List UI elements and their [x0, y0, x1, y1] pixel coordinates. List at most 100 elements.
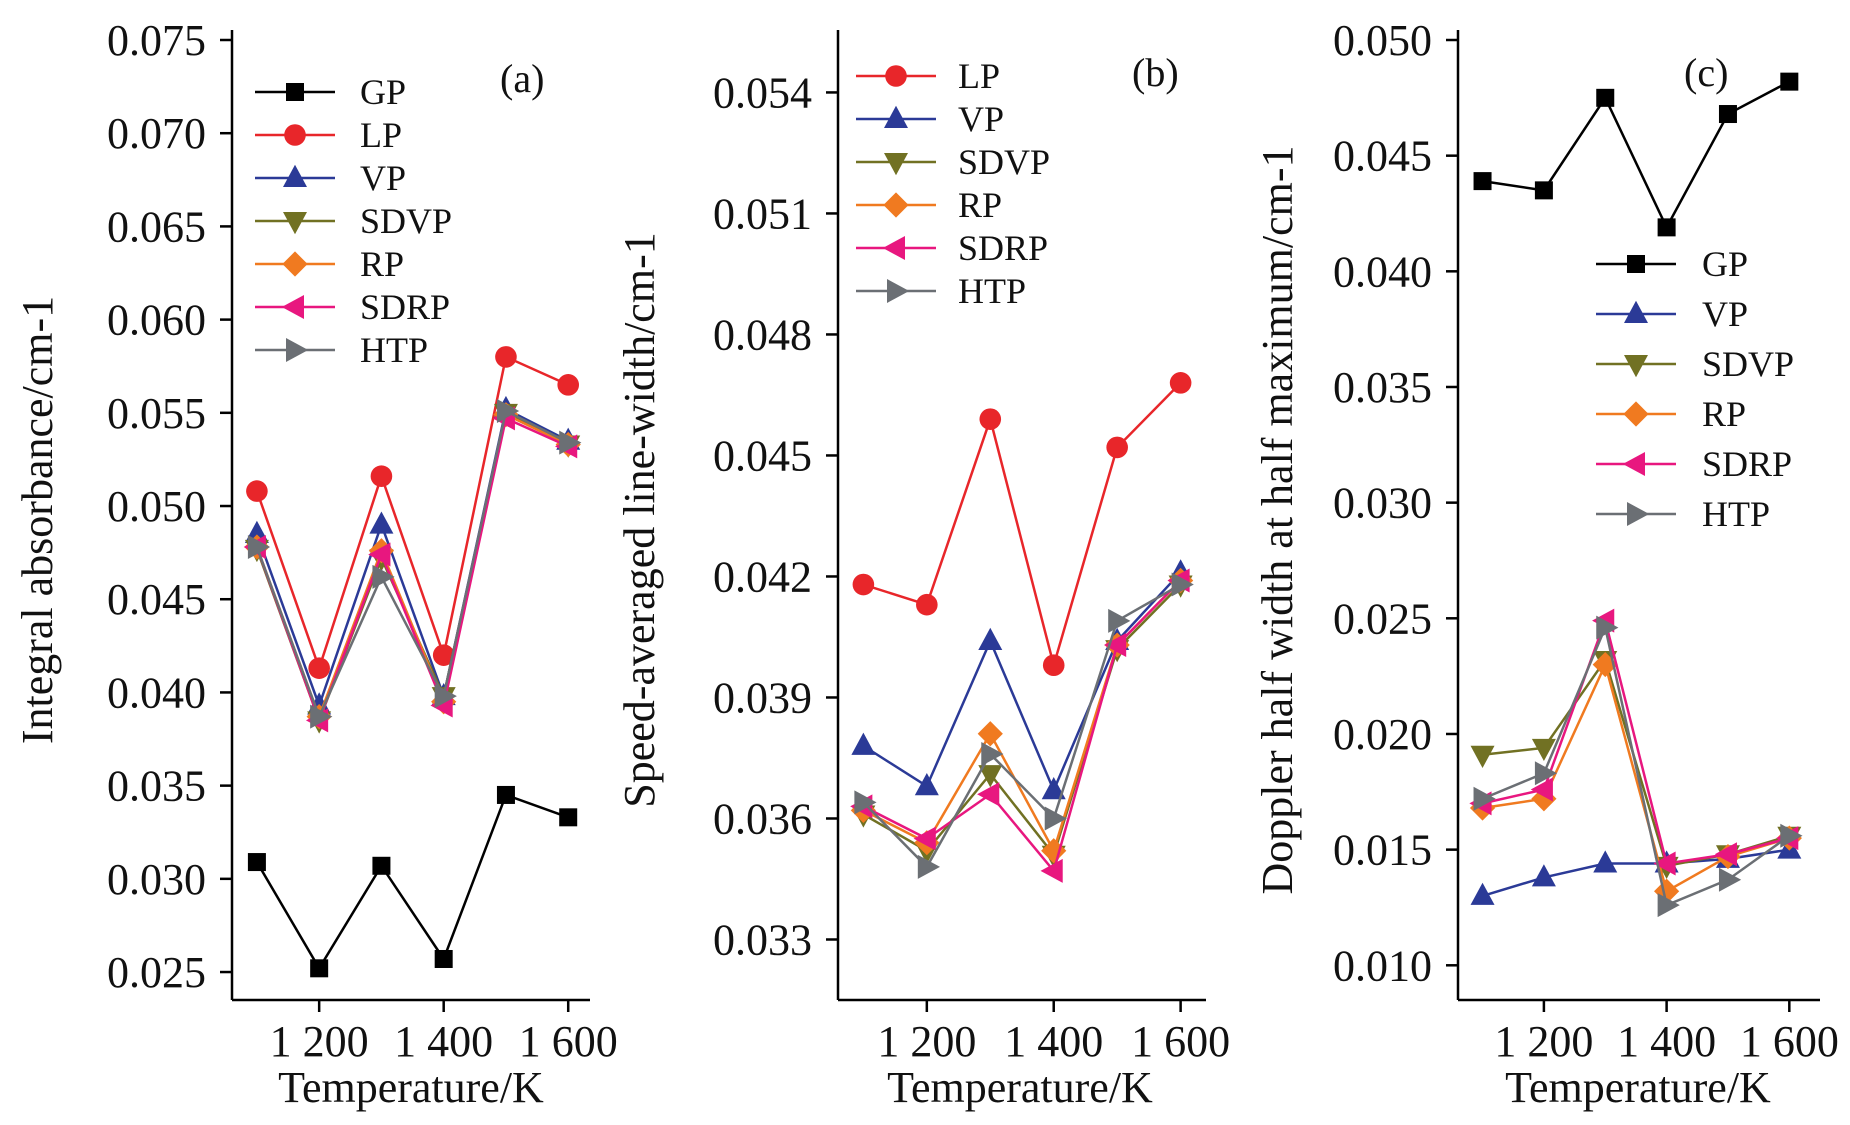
series-line [255, 793, 569, 971]
y-axis-label: Integral absorbance/cm-1 [13, 296, 62, 744]
data-point [1657, 218, 1676, 237]
y-tick-label: 0.036 [713, 794, 812, 843]
y-tick-label: 0.054 [713, 68, 812, 117]
x-tick-label: 1 400 [394, 1017, 493, 1066]
legend-label: RP [360, 244, 404, 284]
y-tick-label: 0.051 [713, 189, 812, 238]
legend-label: RP [958, 185, 1002, 225]
series-line [862, 579, 1182, 874]
data-point [496, 785, 515, 804]
data-point [369, 511, 394, 534]
legend-marker [282, 251, 308, 277]
series-line [862, 583, 1182, 869]
panel-c: 0.010 0.015 0.020 0.025 0.030 0.035 0.040 0.045… [1253, 16, 1839, 1112]
y-tick-label: 0.045 [1333, 132, 1432, 181]
data-point [310, 704, 333, 729]
series-lp [852, 372, 1192, 677]
data-point [1596, 88, 1615, 107]
legend-marker [884, 153, 908, 176]
data-point [914, 773, 939, 796]
data-point [852, 573, 875, 596]
data-point [1718, 867, 1742, 892]
x-tick-label: 1 600 [519, 1017, 618, 1066]
series-vp [244, 395, 581, 715]
x-tick-label: 1 200 [877, 1017, 976, 1066]
y-tick-label: 0.065 [107, 202, 206, 251]
data-point [979, 408, 1002, 430]
x-tick-label: 1 200 [1494, 1017, 1593, 1066]
series-rp [1469, 651, 1802, 904]
series-gp [1473, 72, 1799, 237]
legend: GP VP SDVP RP SDRP HTP [1596, 244, 1794, 534]
x-tick-label: 1 200 [270, 1017, 369, 1066]
data-point [1654, 878, 1680, 904]
y-tick-label: 0.042 [713, 552, 812, 601]
data-point [1169, 372, 1192, 394]
data-point [1470, 745, 1495, 768]
legend-marker [283, 164, 307, 187]
y-tick-label: 0.025 [107, 948, 206, 997]
panel-label: (c) [1684, 50, 1728, 95]
legend-marker [284, 124, 306, 146]
data-point [370, 465, 393, 487]
legend-marker [882, 236, 905, 260]
y-tick-label: 0.015 [1333, 826, 1432, 875]
data-point [1534, 761, 1558, 786]
series-lp [246, 346, 580, 679]
data-point [1473, 786, 1496, 811]
legend-label: RP [1702, 394, 1746, 434]
data-point [1171, 572, 1194, 597]
legend-label: HTP [958, 271, 1026, 311]
y-tick-label: 0.033 [713, 915, 812, 964]
legend-marker [1627, 502, 1650, 526]
data-point [1593, 850, 1618, 873]
data-point [372, 564, 395, 589]
legend-label: VP [958, 99, 1004, 139]
y-tick-label: 0.050 [1333, 16, 1432, 65]
legend-marker [1624, 300, 1648, 323]
y-tick-label: 0.075 [107, 16, 206, 65]
data-point [981, 741, 1004, 766]
data-point [1044, 806, 1067, 831]
data-point [978, 627, 1003, 651]
data-point [854, 790, 877, 815]
data-point [1718, 105, 1737, 124]
data-point [1653, 851, 1676, 876]
data-point [559, 808, 578, 827]
legend-label: SDRP [1702, 444, 1792, 484]
data-point [432, 644, 455, 666]
legend-marker [1624, 355, 1648, 378]
legend-marker [884, 105, 908, 128]
series-line [1482, 848, 1790, 898]
series-line [255, 407, 569, 710]
legend-label: SDRP [360, 287, 450, 327]
data-point [1530, 777, 1553, 802]
x-axis-label: Temperature/K [278, 1063, 544, 1112]
legend-label: VP [360, 158, 406, 198]
data-point [977, 721, 1003, 747]
legend-marker [281, 295, 304, 319]
panel-label: (a) [500, 56, 544, 101]
y-tick-label: 0.060 [107, 296, 206, 345]
data-point [1780, 72, 1799, 91]
legend-marker [1623, 401, 1649, 427]
data-point [1041, 838, 1067, 864]
y-tick-label: 0.030 [1333, 479, 1432, 528]
series-line [862, 571, 1182, 794]
data-point [977, 782, 1000, 807]
legend-label: GP [360, 72, 406, 112]
y-tick-label: 0.010 [1333, 941, 1432, 990]
data-point [434, 684, 457, 709]
series-htp [854, 572, 1194, 879]
series-line [1482, 616, 1790, 865]
series-sdrp [1469, 608, 1799, 876]
legend-label: SDVP [360, 201, 452, 241]
data-point [1534, 181, 1553, 200]
data-point [559, 430, 582, 455]
series-line [255, 409, 569, 720]
data-point [308, 657, 330, 679]
series-line [863, 381, 1182, 670]
y-tick-label: 0.070 [107, 109, 206, 158]
y-tick-label: 0.045 [713, 431, 812, 480]
